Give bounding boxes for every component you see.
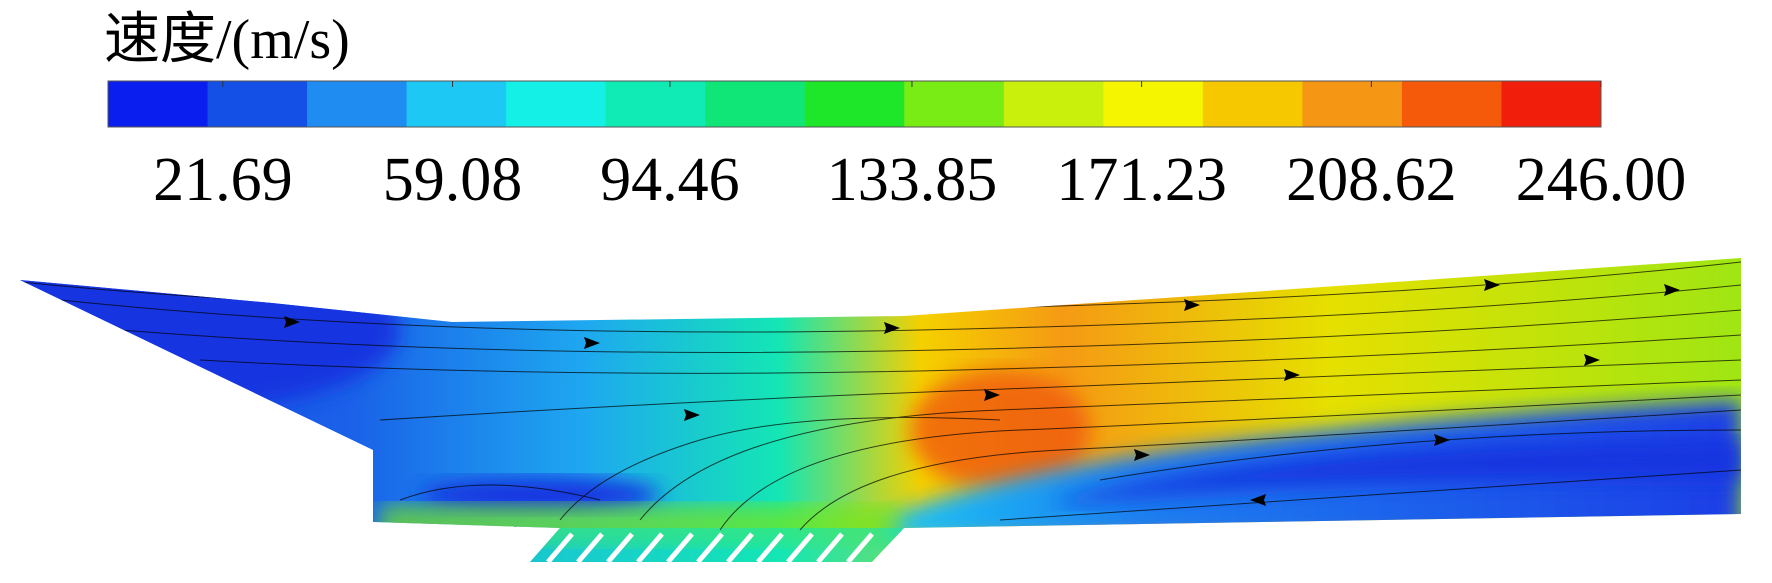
colorbar-ticks: 21.69 59.08 94.46 133.85 171.23 208.62 246.00	[153, 81, 1686, 214]
colorbar-frame	[107, 80, 1602, 128]
tick-label: 246.00	[1516, 146, 1687, 214]
tick-label: 171.23	[1056, 146, 1227, 214]
colorbar-band	[207, 81, 308, 127]
colorbar-band	[804, 81, 905, 127]
colorbar-band	[307, 81, 408, 127]
colorbar-band	[1103, 81, 1204, 127]
tick-label: 59.08	[383, 146, 523, 214]
colorbar-band	[1302, 81, 1403, 127]
velocity-field	[20, 258, 1741, 562]
colorbar-band	[1401, 81, 1502, 127]
tick-label: 94.46	[600, 146, 740, 214]
colorbar-title: 速度/(m/s)	[104, 9, 350, 71]
colorbar-band	[406, 81, 507, 127]
colorbar	[108, 81, 1602, 127]
colorbar-band	[904, 81, 1005, 127]
colorbar-band	[1202, 81, 1303, 127]
tick-label: 21.69	[153, 146, 293, 214]
tick-label: 133.85	[827, 146, 998, 214]
colorbar-band	[1003, 81, 1104, 127]
colorbar-band	[705, 81, 806, 127]
colorbar-band	[605, 81, 706, 127]
colorbar-band	[1501, 81, 1602, 127]
colorbar-band	[506, 81, 607, 127]
colorbar-band	[108, 81, 209, 127]
tick-label: 208.62	[1286, 146, 1457, 214]
